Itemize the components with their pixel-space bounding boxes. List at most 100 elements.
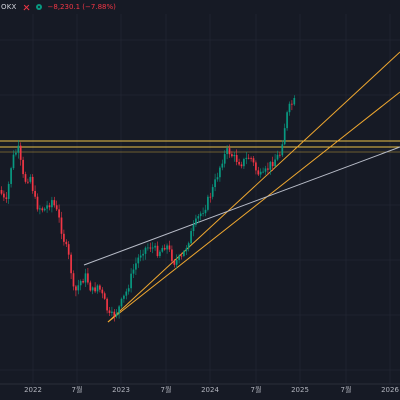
candle-body [154, 245, 156, 248]
candle-body [99, 285, 101, 290]
candle-body [197, 216, 200, 219]
x-tick-label: 2025 [291, 386, 309, 394]
candle-body [137, 257, 140, 264]
candle-body [84, 273, 87, 283]
candle-body [175, 259, 178, 265]
candle-body [252, 158, 255, 163]
candle-body [41, 208, 44, 211]
candle-body [79, 281, 82, 286]
candle-body [264, 168, 267, 172]
candle-body [77, 285, 80, 291]
candle-body [149, 247, 152, 249]
x-tick-label: 7월 [341, 385, 352, 394]
x-tick-label: 2023 [112, 386, 130, 394]
candle-body [65, 241, 68, 245]
candle-body [36, 196, 39, 210]
candle-body [75, 286, 77, 291]
candle-body [46, 205, 48, 209]
candle-body [123, 295, 125, 299]
candle-body [255, 162, 257, 171]
candle-body [19, 145, 22, 160]
close-icon[interactable] [23, 4, 30, 11]
candle-body [48, 205, 51, 208]
candle-body [267, 168, 269, 170]
candle-body [31, 176, 34, 191]
candle-body [58, 209, 60, 218]
candle-body [173, 260, 176, 265]
candle-body [238, 161, 240, 165]
x-tick-label: 7월 [251, 385, 262, 394]
candle-body [53, 200, 56, 206]
candle-body [103, 293, 106, 299]
candle-body [240, 164, 243, 167]
candle-body [228, 148, 231, 155]
candle-body [5, 197, 8, 199]
candle-body [199, 213, 202, 217]
candle-body [159, 251, 161, 257]
candle-body [151, 247, 154, 249]
candle-body [24, 174, 27, 182]
candle-body [166, 245, 168, 250]
candle-body [39, 208, 41, 210]
candle-body [185, 248, 188, 252]
candle-body [202, 213, 204, 214]
candle-body [0, 190, 3, 194]
candle-body [226, 148, 228, 155]
candles [0, 95, 296, 322]
channel-lower-line [107, 91, 400, 323]
candle-body [106, 298, 108, 311]
candle-body [72, 273, 75, 287]
candle-body [288, 103, 291, 113]
candle-body [168, 245, 171, 250]
candle-body [96, 285, 99, 292]
candle-body [147, 247, 149, 249]
candle-body [209, 196, 212, 198]
candle-body [120, 298, 123, 307]
candle-body [22, 159, 24, 175]
candle-body [115, 313, 118, 316]
candle-body [12, 154, 15, 169]
x-tick-label: 2022 [24, 386, 42, 394]
candle-body [231, 154, 233, 157]
candle-body [17, 145, 20, 153]
candle-body [279, 154, 281, 156]
candle-body [178, 255, 180, 260]
candle-body [171, 249, 173, 261]
support-line [83, 146, 400, 266]
candle-body [55, 205, 58, 210]
candle-body [118, 306, 120, 314]
candle-body [211, 187, 214, 197]
candle-body [3, 193, 5, 198]
candle-body [187, 243, 190, 249]
price-change: −8,230.1 (−7.88%) [47, 3, 116, 11]
candle-body [111, 311, 113, 313]
candle-body [7, 183, 10, 199]
grid [0, 14, 400, 385]
candle-body [223, 154, 226, 164]
candle-body [82, 281, 84, 283]
x-axis: 2022 7월 2023 7월 2024 7월 2025 7월 2026 [24, 385, 399, 394]
x-tick-label: 7월 [72, 385, 83, 394]
candle-body [274, 159, 276, 167]
candle-body [216, 177, 219, 180]
candle-body [204, 209, 207, 214]
candle-body [259, 171, 262, 175]
candle-body [183, 251, 185, 257]
candle-body [87, 273, 89, 283]
candle-body [269, 161, 272, 170]
candle-body [281, 144, 284, 156]
candle-body [245, 157, 248, 160]
candle-body [276, 154, 279, 160]
candle-body [291, 103, 293, 105]
candle-body [192, 224, 195, 232]
candle-body [132, 269, 135, 274]
candle-body [51, 200, 53, 208]
candle-body [70, 254, 72, 274]
candle-body [135, 263, 137, 270]
candle-body [34, 190, 36, 197]
candle-body [283, 128, 286, 145]
candle-body [89, 282, 92, 291]
x-tick-label: 2024 [201, 386, 219, 394]
